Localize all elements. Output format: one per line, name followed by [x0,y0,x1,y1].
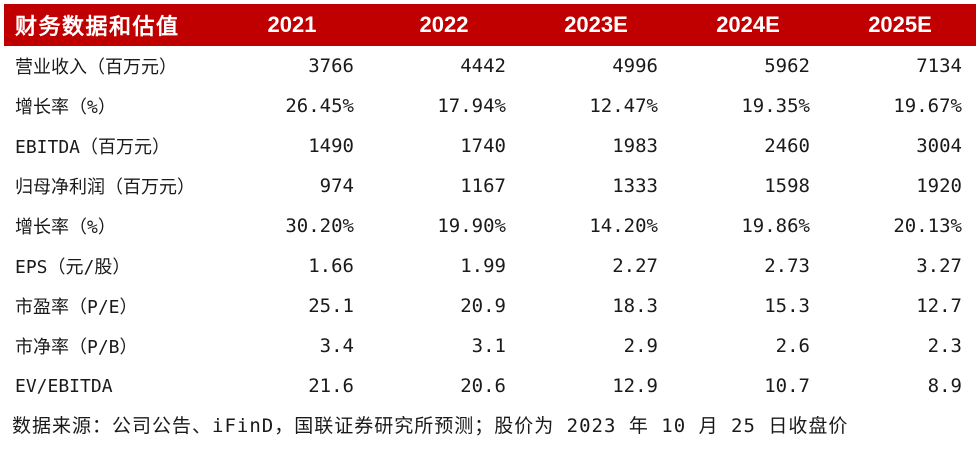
metric-label: 增长率（%） [15,217,116,238]
metric-value: 12.9 [612,375,658,397]
table-row: EV/EBITDA 21.6 20.6 12.9 10.7 8.9 [4,366,976,406]
table-row: EPS（元/股） 1.66 1.99 2.27 2.73 3.27 [4,246,976,286]
metric-value: 3.27 [916,255,962,277]
metric-value: 21.6 [308,375,354,397]
metric-label: 增长率（%） [15,97,116,118]
metric-label: 市盈率（P/E） [15,297,138,318]
metric-value: 26.45% [285,95,354,117]
metric-value: 1333 [612,175,658,197]
metric-value: 4442 [460,55,506,77]
year-header-2024e: 2024E [672,4,824,46]
metric-label: EV/EBITDA [15,375,113,397]
table-row: 增长率（%） 26.45% 17.94% 12.47% 19.35% 19.67% [4,86,976,126]
table-row: 增长率（%） 30.20% 19.90% 14.20% 19.86% 20.13% [4,206,976,246]
metric-value: 1167 [460,175,506,197]
metric-value: 7134 [916,55,962,77]
table-row: 归母净利润（百万元） 974 1167 1333 1598 1920 [4,166,976,206]
metric-value: 1598 [764,175,810,197]
metric-value: 20.6 [460,375,506,397]
metric-value: 1490 [308,135,354,157]
metric-value: 18.3 [612,295,658,317]
table-title: 财务数据和估值 [4,4,216,46]
metric-value: 19.90% [437,215,506,237]
metric-label: EPS（元/股） [15,257,131,278]
metric-label: 归母净利润（百万元） [15,177,195,198]
metric-label: EBITDA（百万元） [15,137,171,158]
metric-value: 17.94% [437,95,506,117]
table-row: 营业收入（百万元） 3766 4442 4996 5962 7134 [4,46,976,86]
metric-value: 1.99 [460,255,506,277]
metric-value: 1920 [916,175,962,197]
metric-value: 8.9 [927,375,962,397]
metric-value: 2.3 [927,335,962,357]
financial-summary-table: 财务数据和估值 2021 2022 2023E 2024E 2025E 营业收入… [4,4,976,438]
metric-value: 3766 [308,55,354,77]
metric-value: 15.3 [764,295,810,317]
metric-value: 1740 [460,135,506,157]
year-header-2021: 2021 [216,4,368,46]
metric-value: 974 [319,175,354,197]
metric-value: 3004 [916,135,962,157]
year-header-2022: 2022 [368,4,520,46]
table-row: EBITDA（百万元） 1490 1740 1983 2460 3004 [4,126,976,166]
metric-value: 19.86% [741,215,810,237]
metric-value: 1983 [612,135,658,157]
metric-value: 14.20% [589,215,658,237]
metric-value: 1.66 [308,255,354,277]
year-header-2023e: 2023E [520,4,672,46]
metric-value: 12.7 [916,295,962,317]
metric-label: 营业收入（百万元） [15,57,177,78]
metric-value: 20.13% [893,215,962,237]
metric-value: 2.6 [775,335,810,357]
metric-value: 19.35% [741,95,810,117]
table-body: 营业收入（百万元） 3766 4442 4996 5962 7134 增长率（%） 26.45… [4,46,976,406]
metric-value: 2460 [764,135,810,157]
metric-value: 2.27 [612,255,658,277]
metric-label: 市净率（P/B） [15,337,138,358]
metric-value: 4996 [612,55,658,77]
metric-value: 3.1 [471,335,506,357]
metric-value: 10.7 [764,375,810,397]
metric-value: 12.47% [589,95,658,117]
metric-value: 20.9 [460,295,506,317]
metric-value: 25.1 [308,295,354,317]
metric-value: 2.73 [764,255,810,277]
table-row: 市盈率（P/E） 25.1 20.9 18.3 15.3 12.7 [4,286,976,326]
metric-value: 30.20% [285,215,354,237]
source-note: 数据来源：公司公告、iFinD，国联证券研究所预测；股价为 2023 年 10 … [12,415,849,437]
metric-value: 3.4 [319,335,354,357]
table-header: 财务数据和估值 2021 2022 2023E 2024E 2025E [4,4,976,46]
header-row: 财务数据和估值 2021 2022 2023E 2024E 2025E [4,4,976,46]
year-header-2025e: 2025E [824,4,976,46]
fin-table: 财务数据和估值 2021 2022 2023E 2024E 2025E 营业收入… [4,4,976,406]
metric-value: 2.9 [623,335,658,357]
metric-value: 19.67% [893,95,962,117]
table-row: 市净率（P/B） 3.4 3.1 2.9 2.6 2.3 [4,326,976,366]
metric-value: 5962 [764,55,810,77]
